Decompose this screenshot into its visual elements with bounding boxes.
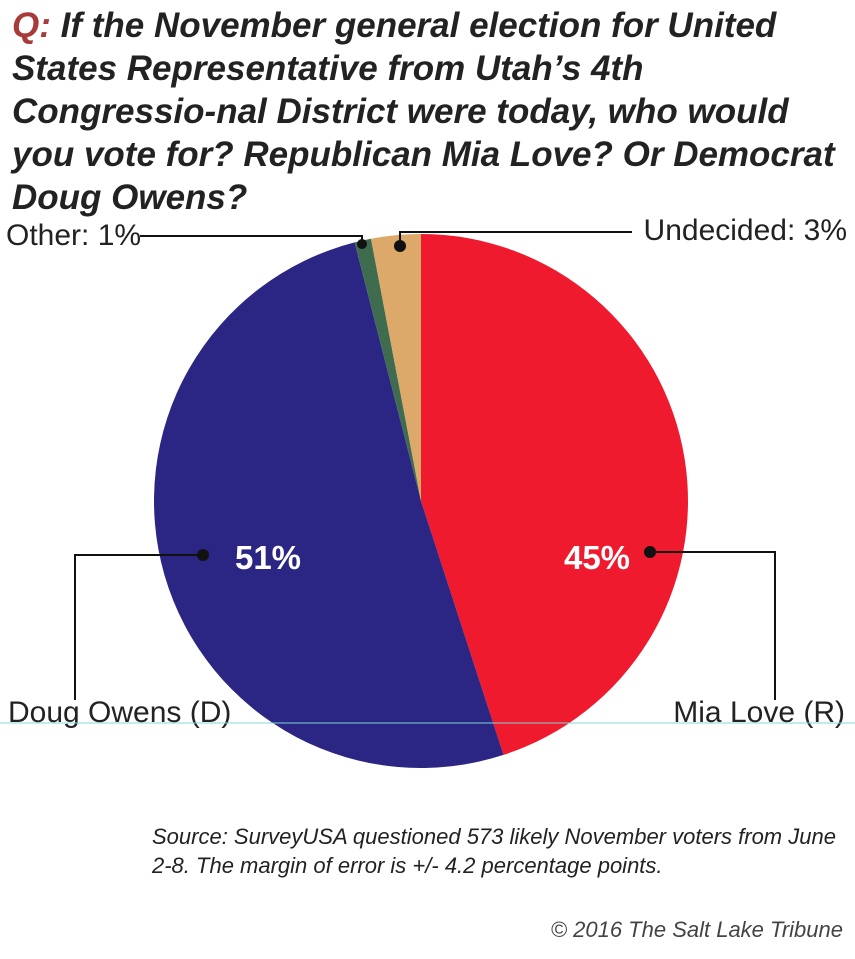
chart-title: Q: If the November general election for … bbox=[12, 4, 842, 219]
slice-label-other: Other: 1% bbox=[6, 219, 141, 252]
value-label-love: 45% bbox=[564, 539, 630, 576]
leader-dot-love bbox=[644, 546, 656, 558]
slice-label-undecided: Undecided: 3% bbox=[644, 214, 847, 247]
slice-other bbox=[354, 238, 421, 501]
source-note: Source: SurveyUSA questioned 573 likely … bbox=[152, 824, 836, 878]
leader-dot-owens bbox=[197, 549, 209, 561]
question-text: If the November general election for Uni… bbox=[12, 6, 835, 217]
leader-dot-other bbox=[357, 239, 367, 249]
slice-owens bbox=[154, 242, 504, 768]
slice-love bbox=[421, 234, 688, 755]
slice-label-owens: Doug Owens (D) bbox=[8, 696, 231, 729]
question-prefix: Q: bbox=[12, 6, 51, 45]
slice-label-love: Mia Love (R) bbox=[673, 696, 845, 729]
leader-line-owens bbox=[74, 554, 203, 700]
value-label-owens: 51% bbox=[235, 539, 301, 576]
pie-slices bbox=[154, 234, 688, 768]
slice-undecided bbox=[370, 234, 421, 501]
copyright-credit: © 2016 The Salt Lake Tribune bbox=[550, 917, 843, 942]
leader-line-other bbox=[140, 235, 363, 244]
leader-line-love bbox=[650, 551, 776, 700]
leader-dot-undecided bbox=[394, 240, 406, 252]
